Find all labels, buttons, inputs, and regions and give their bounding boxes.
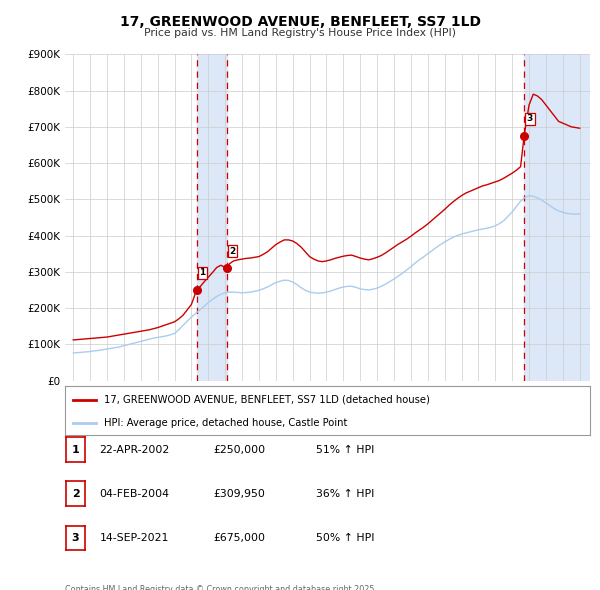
Text: 04-FEB-2004: 04-FEB-2004 [100,489,170,499]
Text: 51% ↑ HPI: 51% ↑ HPI [316,445,374,454]
Text: Price paid vs. HM Land Registry's House Price Index (HPI): Price paid vs. HM Land Registry's House … [144,28,456,38]
Text: £675,000: £675,000 [214,533,266,543]
Text: 50% ↑ HPI: 50% ↑ HPI [316,533,374,543]
Bar [524,54,590,381]
Text: 14-SEP-2021: 14-SEP-2021 [100,533,169,543]
Text: 2: 2 [72,489,79,499]
Text: £309,950: £309,950 [214,489,265,499]
Text: 22-APR-2002: 22-APR-2002 [100,445,170,454]
Text: 3: 3 [527,114,533,123]
Text: £250,000: £250,000 [214,445,266,454]
Text: 3: 3 [72,533,79,543]
Text: 17, GREENWOOD AVENUE, BENFLEET, SS7 1LD: 17, GREENWOOD AVENUE, BENFLEET, SS7 1LD [119,15,481,29]
Text: 36% ↑ HPI: 36% ↑ HPI [316,489,374,499]
Text: 17, GREENWOOD AVENUE, BENFLEET, SS7 1LD (detached house): 17, GREENWOOD AVENUE, BENFLEET, SS7 1LD … [104,395,430,405]
Bar [197,54,227,381]
Text: HPI: Average price, detached house, Castle Point: HPI: Average price, detached house, Cast… [104,418,347,428]
Text: 1: 1 [199,268,205,277]
Text: Contains HM Land Registry data © Crown copyright and database right 2025.
This d: Contains HM Land Registry data © Crown c… [65,585,377,590]
Text: 2: 2 [229,247,235,255]
Text: 1: 1 [72,445,79,454]
